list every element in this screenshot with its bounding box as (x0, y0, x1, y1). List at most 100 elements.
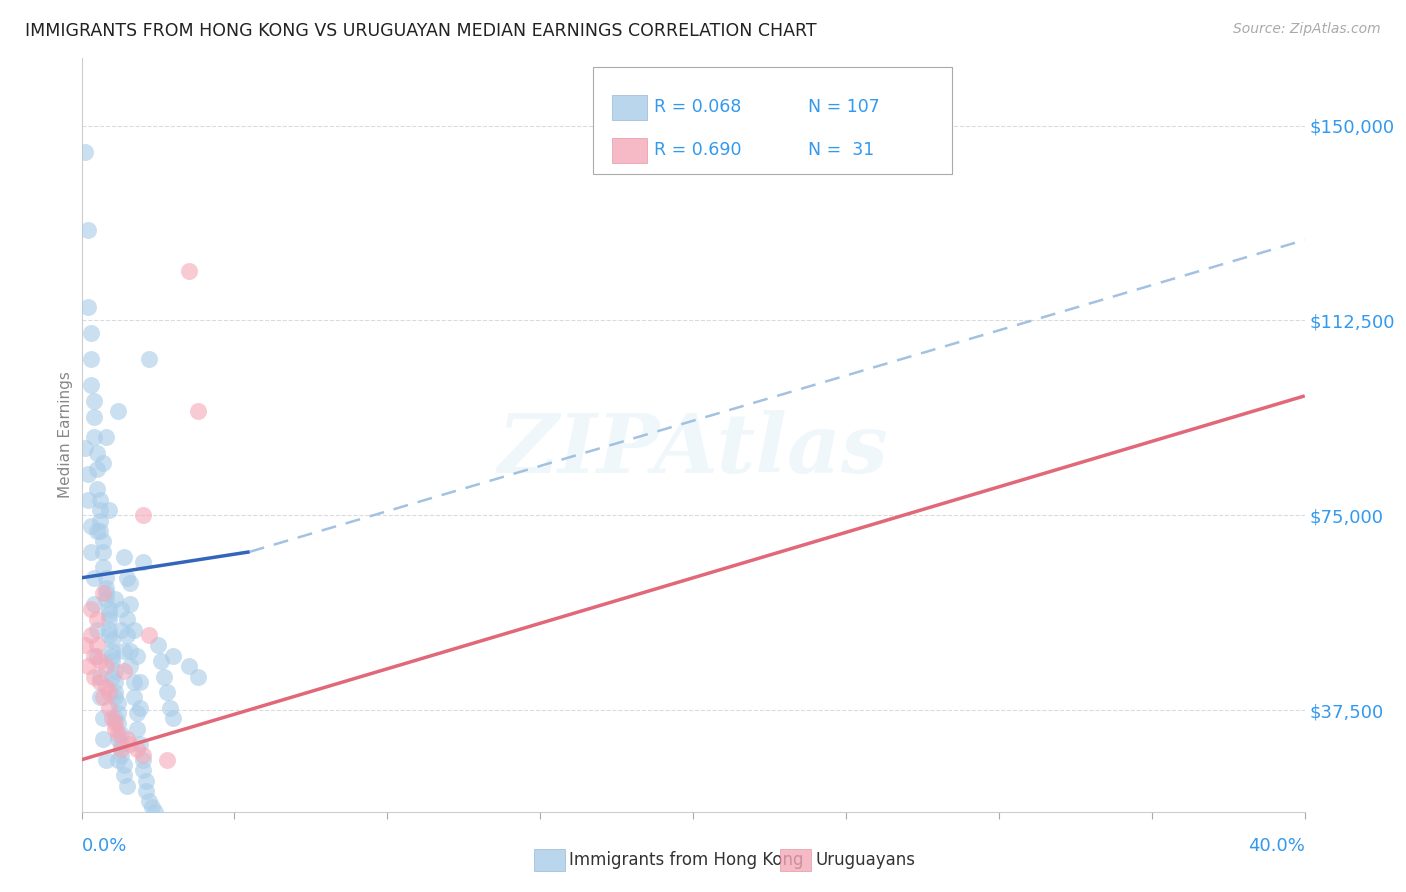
Point (98, 685, 121, 699)
Point (120, 737, 142, 751)
Point (110, 737, 132, 751)
Point (107, 731, 129, 746)
Point (138, 628, 160, 642)
Point (156, 753, 179, 767)
Point (162, 711, 184, 725)
Point (98, 607, 121, 622)
Point (112, 768, 135, 782)
Point (86, 446, 108, 460)
Point (112, 643, 135, 657)
Point (120, 597, 142, 611)
Point (91, 711, 114, 725)
Point (104, 690, 127, 705)
Point (107, 696, 129, 710)
Point (83, 430, 105, 444)
Point (132, 555, 155, 569)
Point (94, 586, 117, 600)
Point (86, 612, 108, 626)
Point (89, 690, 111, 705)
Point (89, 669, 111, 683)
Point (86, 483, 108, 497)
Point (120, 576, 142, 591)
Point (80, 628, 103, 642)
Text: R = 0.068: R = 0.068 (654, 98, 741, 116)
Point (101, 643, 124, 657)
Point (107, 706, 129, 720)
Point (135, 773, 157, 788)
Text: IMMIGRANTS FROM HONG KONG VS URUGUAYAN MEDIAN EARNINGS CORRELATION CHART: IMMIGRANTS FROM HONG KONG VS URUGUAYAN M… (25, 22, 817, 40)
Point (98, 628, 121, 642)
Point (86, 623, 108, 637)
Point (104, 722, 127, 736)
Point (91, 731, 114, 746)
Point (107, 716, 129, 731)
Point (104, 674, 127, 689)
Point (76, 492, 98, 507)
Point (112, 665, 135, 679)
Point (110, 727, 132, 741)
Point (110, 747, 132, 762)
Point (101, 633, 124, 648)
Point (117, 612, 139, 626)
Point (107, 753, 129, 767)
Point (153, 669, 176, 683)
Point (94, 430, 117, 444)
Point (177, 264, 200, 278)
Text: 40.0%: 40.0% (1249, 837, 1305, 855)
Point (83, 648, 105, 663)
Point (132, 763, 155, 777)
Point (187, 669, 209, 683)
Point (120, 659, 142, 673)
Y-axis label: Median Earnings: Median Earnings (58, 371, 73, 499)
Point (104, 716, 127, 731)
Point (117, 571, 139, 585)
Point (107, 404, 129, 418)
Point (80, 326, 103, 341)
Point (89, 492, 111, 507)
Point (128, 674, 150, 689)
Point (101, 648, 124, 663)
Point (104, 665, 127, 679)
Point (80, 378, 103, 392)
Point (177, 659, 200, 673)
Point (98, 602, 121, 616)
Point (86, 639, 108, 653)
Point (89, 503, 111, 517)
Point (80, 545, 103, 559)
Point (101, 711, 124, 725)
Point (138, 352, 160, 367)
Point (94, 659, 117, 673)
Point (98, 623, 121, 637)
Point (80, 352, 103, 367)
Point (110, 602, 132, 616)
Point (86, 524, 108, 538)
Point (83, 571, 105, 585)
Point (89, 674, 111, 689)
Point (138, 794, 160, 808)
Point (187, 404, 209, 418)
Point (120, 643, 142, 657)
Point (101, 654, 124, 668)
Point (125, 742, 148, 756)
Point (83, 597, 105, 611)
Point (110, 742, 132, 756)
Text: N =  31: N = 31 (808, 141, 875, 159)
Point (112, 549, 135, 564)
Point (122, 623, 145, 637)
Point (94, 591, 117, 606)
Point (76, 467, 98, 481)
Point (98, 700, 121, 714)
Point (91, 690, 114, 705)
Point (128, 700, 150, 714)
Point (159, 700, 181, 714)
Text: Uruguayans: Uruguayans (815, 851, 915, 869)
Point (117, 628, 139, 642)
Point (83, 394, 105, 409)
Point (132, 508, 155, 523)
Point (80, 518, 103, 533)
Point (125, 722, 148, 736)
Point (146, 639, 169, 653)
Point (83, 409, 105, 424)
Point (91, 545, 114, 559)
Point (132, 747, 155, 762)
